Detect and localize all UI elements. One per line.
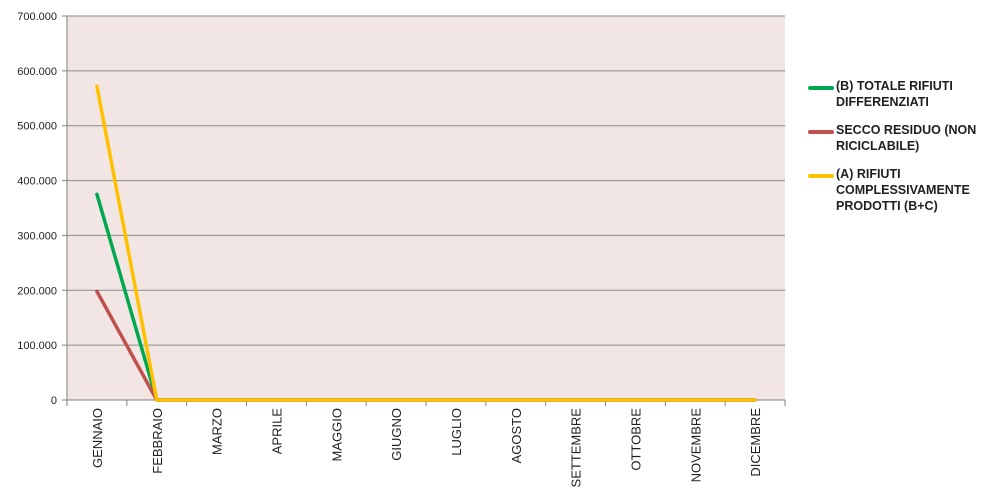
legend-item-totale-differenziati: (B) TOTALE RIFIUTI DIFFERENZIATI <box>808 78 1003 110</box>
y-tick-label: 500.000 <box>17 121 57 133</box>
y-tick-label: 400.000 <box>17 176 57 188</box>
x-tick-label: LUGLIO <box>449 408 464 456</box>
y-tick-label: 0 <box>51 395 57 407</box>
y-axis-ticks: 0 100.000 200.000 300.000 400.000 500.000 600.… <box>17 11 67 407</box>
series-line-2 <box>95 84 757 402</box>
legend-item-rifiuti-prodotti: (A) RIFIUTI COMPLESSIVAMENTE PRODOTTI (B… <box>808 166 1003 214</box>
legend-label: (B) TOTALE RIFIUTI DIFFERENZIATI <box>836 79 953 109</box>
x-tick-label: GIUGNO <box>389 408 404 461</box>
x-tick-label: MARZO <box>210 408 225 455</box>
x-tick-label: GENNAIO <box>90 408 105 468</box>
legend-item-secco-residuo: SECCO RESIDUO (NON RICICLABILE) <box>808 122 1003 154</box>
y-tick-label: 200.000 <box>17 285 57 297</box>
x-tick-label: APRILE <box>269 408 284 455</box>
x-tick-label: NOVEMBRE <box>688 408 703 483</box>
x-tick-label: FEBBRAIO <box>150 408 165 474</box>
plot-area <box>67 16 785 400</box>
legend-swatch <box>808 130 834 134</box>
x-tick-label: OTTOBRE <box>628 408 643 471</box>
gridlines <box>67 15 785 346</box>
x-axis: GENNAIO FEBBRAIO MARZO APRILE MAGGIO GIUGNO LU… <box>66 16 786 488</box>
x-tick-label: DICEMBRE <box>748 408 763 477</box>
legend-swatch <box>808 86 834 90</box>
y-tick-label: 300.000 <box>17 230 57 242</box>
legend-label: (A) RIFIUTI COMPLESSIVAMENTE PRODOTTI (B… <box>836 167 970 213</box>
y-tick-label: 600.000 <box>17 66 57 78</box>
x-tick-label: SETTEMBRE <box>569 408 584 488</box>
y-tick-label: 700.000 <box>17 11 57 23</box>
x-tick-label: MAGGIO <box>329 408 344 461</box>
legend: (B) TOTALE RIFIUTI DIFFERENZIATI SECCO R… <box>808 78 1003 226</box>
y-tick-label: 100.000 <box>17 340 57 352</box>
x-tick-label: AGOSTO <box>509 408 524 463</box>
legend-swatch <box>808 174 834 178</box>
series-lines <box>95 84 757 402</box>
legend-label: SECCO RESIDUO (NON RICICLABILE) <box>836 123 977 153</box>
